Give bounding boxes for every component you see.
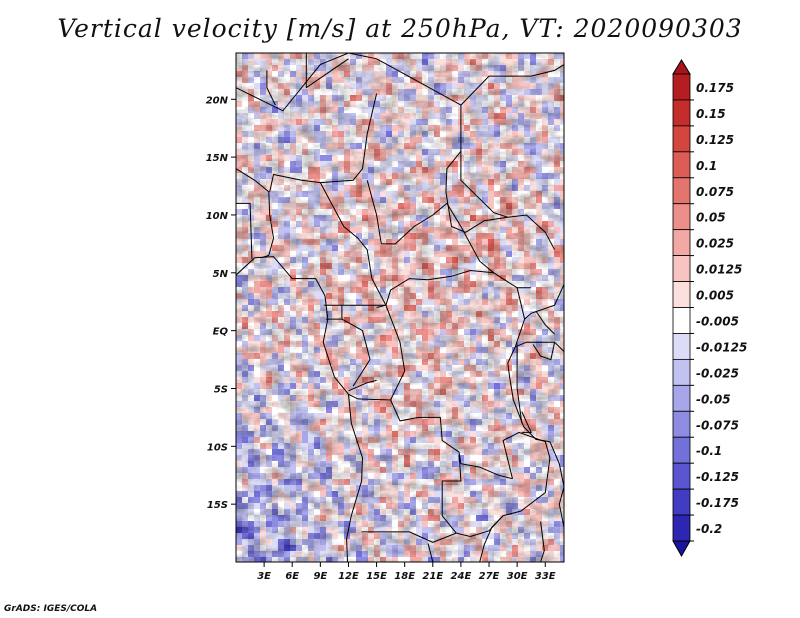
colorbar-label: 0.125 bbox=[696, 133, 734, 147]
lon-tick-label: 6E bbox=[285, 571, 299, 582]
colorbar-label: 0.15 bbox=[696, 107, 726, 121]
lat-tick-label: 10S bbox=[207, 442, 228, 453]
colorbar-label: -0.125 bbox=[696, 470, 739, 484]
border-line bbox=[532, 342, 556, 361]
border-line bbox=[427, 543, 434, 562]
border-line bbox=[266, 70, 276, 106]
colorbar-segment bbox=[672, 281, 691, 308]
lon-tick-label: 27E bbox=[479, 571, 500, 582]
colorbar-segment bbox=[672, 125, 691, 153]
border-line bbox=[366, 180, 532, 289]
colorbar-segment bbox=[672, 203, 691, 231]
lat-tick-label: 15S bbox=[207, 500, 228, 511]
colorbar-segment bbox=[672, 333, 691, 360]
border-line bbox=[460, 151, 508, 218]
colorbar-label: 0.005 bbox=[696, 289, 734, 303]
border-line bbox=[460, 64, 564, 106]
colorbar-segment bbox=[672, 307, 691, 334]
field-texture bbox=[236, 53, 564, 562]
colorbar-label: 0.175 bbox=[696, 81, 734, 95]
lat-tick-label: 5S bbox=[214, 384, 228, 395]
colorbar-label: -0.0125 bbox=[696, 340, 747, 354]
latitude-axis: 20N 15N 10N 5N EQ 5S 10S 15S bbox=[206, 95, 236, 511]
colorbar: 0.175 0.15 0.125 0.1 0.075 0.05 0.025 0.0125 0.0… bbox=[672, 59, 747, 558]
colorbar-label: -0.2 bbox=[696, 522, 722, 536]
border-line bbox=[479, 515, 504, 562]
border-line bbox=[502, 431, 551, 512]
lat-tick-label: EQ bbox=[213, 327, 229, 338]
lat-tick-label: 20N bbox=[206, 95, 229, 106]
map-frame bbox=[235, 52, 565, 563]
lon-tick-label: 18E bbox=[394, 571, 415, 582]
border-line bbox=[515, 341, 564, 352]
lat-tick-label: 15N bbox=[206, 153, 229, 164]
border-line bbox=[236, 256, 364, 562]
border-line bbox=[535, 310, 555, 335]
colorbar-label: 0.0125 bbox=[696, 263, 742, 277]
border-line bbox=[441, 452, 471, 537]
border-line bbox=[385, 305, 406, 401]
border-line bbox=[236, 168, 275, 259]
colorbar-segment bbox=[672, 151, 691, 179]
colorbar-label: -0.005 bbox=[696, 314, 739, 328]
colorbar-label: -0.05 bbox=[696, 392, 731, 406]
colorbar-segment bbox=[672, 358, 691, 386]
lat-tick-label: 10N bbox=[206, 211, 229, 222]
longitude-axis: 3E 6E 9E 12E 15E 18E 21E 24E 27E 30E 33E bbox=[257, 562, 556, 582]
colorbar-label: 0.025 bbox=[696, 237, 734, 251]
border-line bbox=[348, 393, 513, 480]
border-line bbox=[540, 521, 545, 562]
lon-tick-label: 21E bbox=[422, 571, 443, 582]
colorbar-bottom-arrow bbox=[672, 540, 691, 558]
colorbar-segment bbox=[672, 99, 691, 127]
lat-tick-label: 5N bbox=[213, 269, 229, 280]
colorbar-label: -0.075 bbox=[696, 418, 739, 432]
colorbar-segment bbox=[672, 255, 691, 282]
colorbar-segment bbox=[672, 436, 691, 464]
colorbar-segment bbox=[672, 177, 691, 205]
lon-tick-label: 12E bbox=[338, 571, 359, 582]
lon-tick-label: 24E bbox=[451, 571, 472, 582]
country-borders bbox=[236, 53, 564, 562]
border-line bbox=[361, 531, 457, 543]
border-line bbox=[524, 284, 564, 320]
colorbar-segment bbox=[672, 73, 691, 101]
border-line bbox=[348, 379, 377, 392]
map-area[interactable] bbox=[236, 53, 567, 564]
colorbar-label: 0.05 bbox=[696, 211, 726, 225]
colorbar-segment bbox=[672, 514, 691, 542]
colorbar-label: -0.1 bbox=[696, 444, 722, 458]
colorbar-top-arrow bbox=[672, 59, 691, 75]
border-line bbox=[305, 53, 349, 89]
lon-tick-label: 9E bbox=[313, 571, 327, 582]
border-line bbox=[445, 191, 556, 250]
colorbar-segment bbox=[672, 384, 691, 412]
lon-tick-label: 3E bbox=[257, 571, 271, 582]
chart-title: Vertical velocity [m/s] at 250hPa, VT: 2… bbox=[57, 14, 743, 43]
border-line bbox=[326, 318, 371, 387]
lon-tick-label: 30E bbox=[507, 571, 528, 582]
border-line bbox=[236, 53, 349, 112]
colorbar-label: 0.075 bbox=[696, 185, 734, 199]
border-line bbox=[269, 93, 378, 192]
border-line bbox=[549, 441, 564, 528]
colorbar-label: 0.1 bbox=[696, 159, 717, 173]
border-line bbox=[521, 411, 532, 433]
lon-tick-label: 33E bbox=[535, 571, 556, 582]
colorbar-segment bbox=[672, 488, 691, 516]
colorbar-segment bbox=[672, 410, 691, 438]
border-line bbox=[516, 342, 523, 424]
border-line bbox=[507, 287, 550, 443]
border-line bbox=[236, 202, 253, 259]
border-line bbox=[348, 53, 462, 192]
colorbar-segment bbox=[672, 462, 691, 490]
colorbar-label: -0.175 bbox=[696, 496, 739, 510]
colorbar-segment bbox=[672, 229, 691, 257]
grads-credit: GrADS: IGES/COLA bbox=[4, 604, 98, 614]
lon-tick-label: 15E bbox=[366, 571, 387, 582]
border-line bbox=[324, 269, 494, 306]
colorbar-label: -0.025 bbox=[696, 366, 739, 380]
